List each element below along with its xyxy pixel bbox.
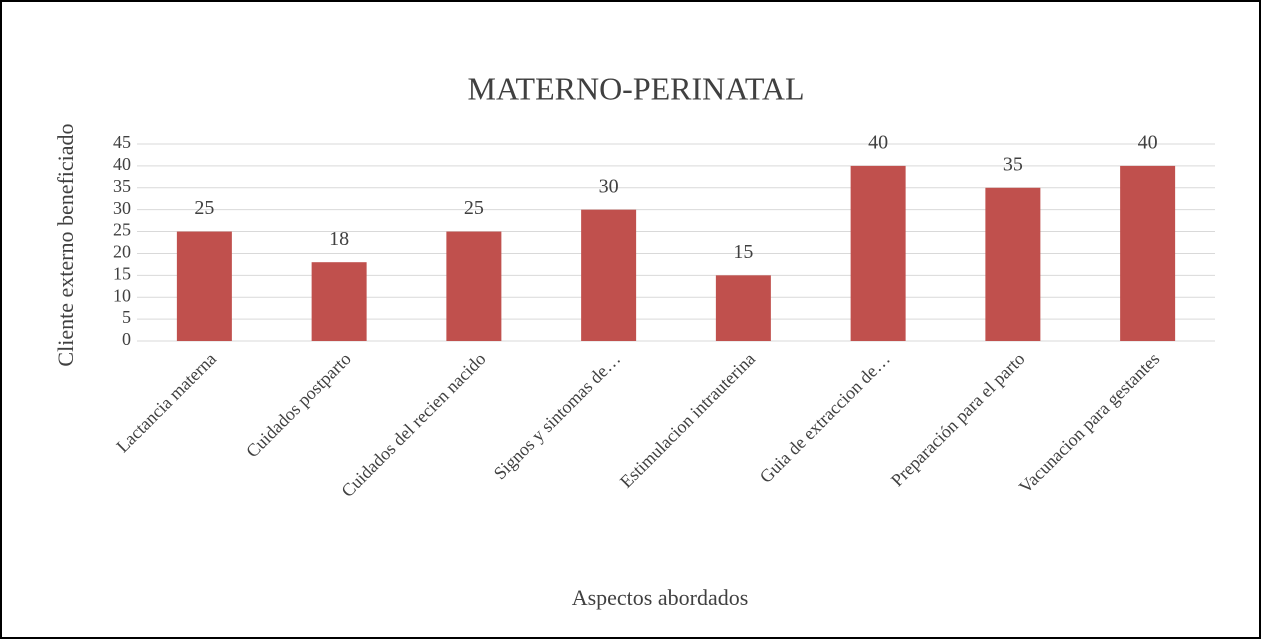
bar <box>1120 165 1176 341</box>
y-tick-label: 25 <box>113 220 131 240</box>
x-axis-label: Aspectos abordados <box>572 585 749 610</box>
y-tick-label: 5 <box>122 307 131 327</box>
y-tick-label: 20 <box>113 242 131 262</box>
y-tick-label: 10 <box>113 285 131 305</box>
data-label: 25 <box>194 197 214 219</box>
bar <box>985 187 1041 341</box>
bar <box>176 231 232 341</box>
y-tick-label: 40 <box>113 154 131 174</box>
bar <box>311 262 367 341</box>
bar <box>446 231 502 341</box>
y-tick-label: 15 <box>113 263 131 283</box>
bar <box>715 275 771 341</box>
data-label: 18 <box>329 228 349 250</box>
y-tick-label: 35 <box>113 176 131 196</box>
data-label: 35 <box>1003 153 1023 175</box>
y-tick-label: 45 <box>113 132 131 152</box>
bar <box>581 209 637 341</box>
data-label: 30 <box>599 175 619 197</box>
chart-title: MATERNO-PERINATAL <box>468 70 805 106</box>
bar <box>850 165 906 341</box>
y-tick-label: 30 <box>113 198 131 218</box>
y-axis-label: Cliente externo beneficiado <box>53 123 78 366</box>
data-label: 40 <box>1138 131 1158 153</box>
data-label: 25 <box>464 197 484 219</box>
y-tick-label: 0 <box>122 329 131 349</box>
data-label: 15 <box>733 241 753 263</box>
data-label: 40 <box>868 131 888 153</box>
